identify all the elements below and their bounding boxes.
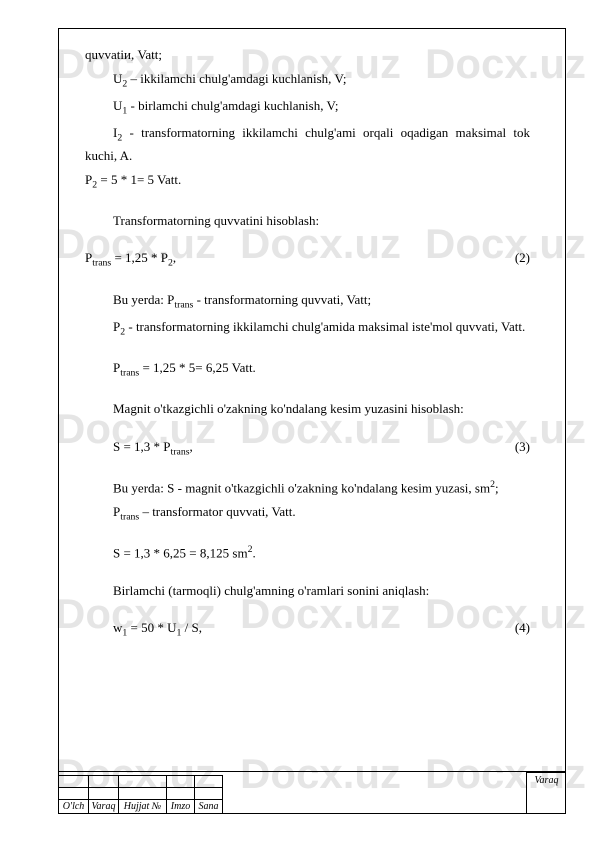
line-u1: U1 - birlamchi chulg'amdagi kuchlanish, … [85,96,530,119]
equation-number-2: (2) [515,248,530,268]
heading-primary-turns: Birlamchi (tarmoqli) chulg'amning o'raml… [85,581,530,601]
line-where-ptrans: Bu yerda: Ptrans - transformatorning quv… [85,290,530,313]
col-sana: Sana [195,800,223,814]
equation-p2: P2 = 5 * 1= 5 Vatt. [85,170,530,193]
heading-cross-section: Magnit o'tkazgichli o'zakning ko'ndalang… [85,399,530,419]
title-block-top-line [58,771,566,772]
line-where-ptrans2: Ptrans – transformator quvvati, Vatt. [85,502,530,525]
line-i2: I2 - transformatorning ikkilamchi chulg'… [85,123,530,166]
calc-s: S = 1,3 * 6,25 = 8,125 sm2. [85,543,530,563]
equation-number-3: (3) [487,437,530,457]
col-olch: O'lch [59,800,89,814]
equation-w1: w1 = 50 * U1 / S, (4) [85,618,530,641]
line-where-p2: P2 - transformatorning ikkilamchi chulg'… [85,317,530,340]
table-row [59,776,223,788]
equation-ptrans: Ptrans = 1,25 * P2, (2) [85,248,530,271]
table-header-row: O'lch Varaq Hujjat № Imzo Sana [59,800,223,814]
calc-ptrans: Ptrans = 1,25 * 5= 6,25 Vatt. [85,358,530,381]
sheet-label: Varaq [535,775,559,786]
line-u2: U2 – ikkilamchi chulg'amdagi kuchlanish,… [85,69,530,92]
table-row [59,788,223,800]
document-body: quvvatiи, Vatt; U2 – ikkilamchi chulg'am… [85,45,530,646]
title-block-table: O'lch Varaq Hujjat № Imzo Sana [58,775,223,814]
col-varaq: Varaq [89,800,119,814]
line-where-s: Bu yerda: S - magnit o'tkazgichli o'zakn… [85,478,530,498]
heading-transform-power: Transformatorning quvvatini hisoblash: [85,211,530,231]
equation-s: S = 1,3 * Ptrans, (3) [85,437,530,460]
sheet-number-cell: Varaq [526,772,566,814]
col-hujjat: Hujjat № [119,800,167,814]
col-imzo: Imzo [167,800,195,814]
line-quvvat: quvvatiи, Vatt; [85,45,530,65]
equation-number-4: (4) [487,618,530,638]
